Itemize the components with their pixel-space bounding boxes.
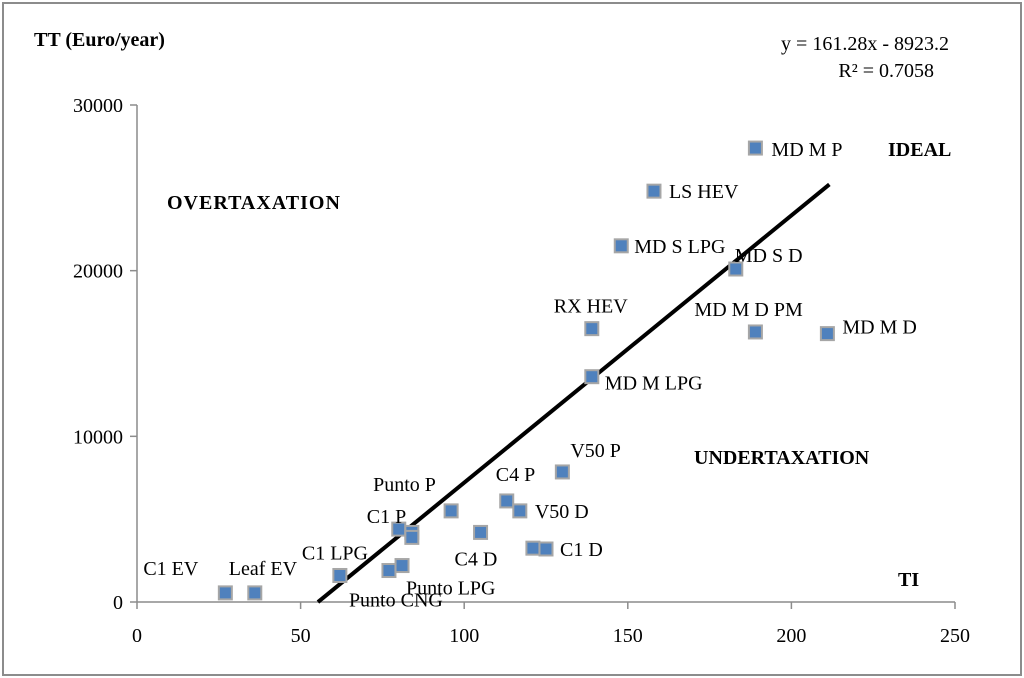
data-label: C1 LPG [302, 542, 368, 564]
data-point [443, 503, 459, 519]
x-tick-label: 100 [449, 625, 479, 647]
data-label: LS HEV [669, 181, 739, 203]
region-label-overtaxation: OVERTAXATION [167, 192, 341, 214]
data-point [554, 464, 570, 480]
data-point [584, 321, 600, 337]
data-label: C1 EV [143, 558, 199, 580]
data-point [217, 585, 233, 601]
data-label: V50 D [535, 501, 589, 523]
data-label: RX HEV [554, 296, 628, 318]
region-label-undertaxation: UNDERTAXATION [694, 447, 870, 469]
data-label: MD M D PM [694, 299, 803, 321]
data-point [747, 140, 763, 156]
data-label: MD M D [842, 317, 916, 339]
x-tick-label: 200 [776, 625, 806, 647]
data-point [728, 261, 744, 277]
x-axis-title: TI [898, 569, 919, 591]
region-label-ideal: IDEAL [888, 139, 951, 161]
y-tick-label: 10000 [73, 426, 123, 448]
data-label: C1 D [560, 539, 603, 561]
data-point [247, 585, 263, 601]
y-axis-title: TT (Euro/year) [34, 29, 165, 51]
x-tick-label: 0 [132, 625, 142, 647]
y-tick-label: 0 [113, 592, 123, 614]
data-point [747, 324, 763, 340]
y-tick-label: 30000 [73, 95, 123, 117]
data-label: MD S LPG [634, 236, 725, 258]
data-label: Punto LPG [406, 578, 495, 600]
data-label: C1 P [367, 506, 406, 528]
data-point [332, 567, 348, 583]
data-point [381, 563, 397, 579]
data-point [473, 524, 489, 540]
data-point [525, 540, 541, 556]
data-point [646, 183, 662, 199]
data-point [394, 558, 410, 574]
x-tick-label: 250 [940, 625, 970, 647]
x-tick-label: 150 [613, 625, 643, 647]
data-point [584, 369, 600, 385]
data-label: MD M P [771, 139, 842, 161]
y-tick-label: 20000 [73, 261, 123, 283]
data-label: V50 P [570, 440, 621, 462]
data-point [404, 529, 420, 545]
data-label: Leaf EV [229, 558, 298, 580]
data-label: MD S D [735, 245, 803, 267]
data-label: C4 P [496, 464, 535, 486]
data-point [819, 326, 835, 342]
data-label: C4 D [455, 548, 498, 570]
data-label: Punto CNG [349, 590, 443, 612]
data-point [613, 238, 629, 254]
x-tick-label: 50 [291, 625, 311, 647]
data-point [499, 493, 515, 509]
trendline-equation: y = 161.28x - 8923.2 [781, 33, 949, 55]
scatter-chart: 0 50 100 150 200 250 0 10000 20000 30000 TT (Euro/… [34, 29, 970, 647]
trendline-r-squared: R² = 0.7058 [838, 60, 934, 82]
data-point [512, 503, 528, 519]
data-point [538, 541, 554, 557]
data-label: Punto P [373, 474, 436, 496]
data-label: MD M LPG [605, 373, 703, 395]
